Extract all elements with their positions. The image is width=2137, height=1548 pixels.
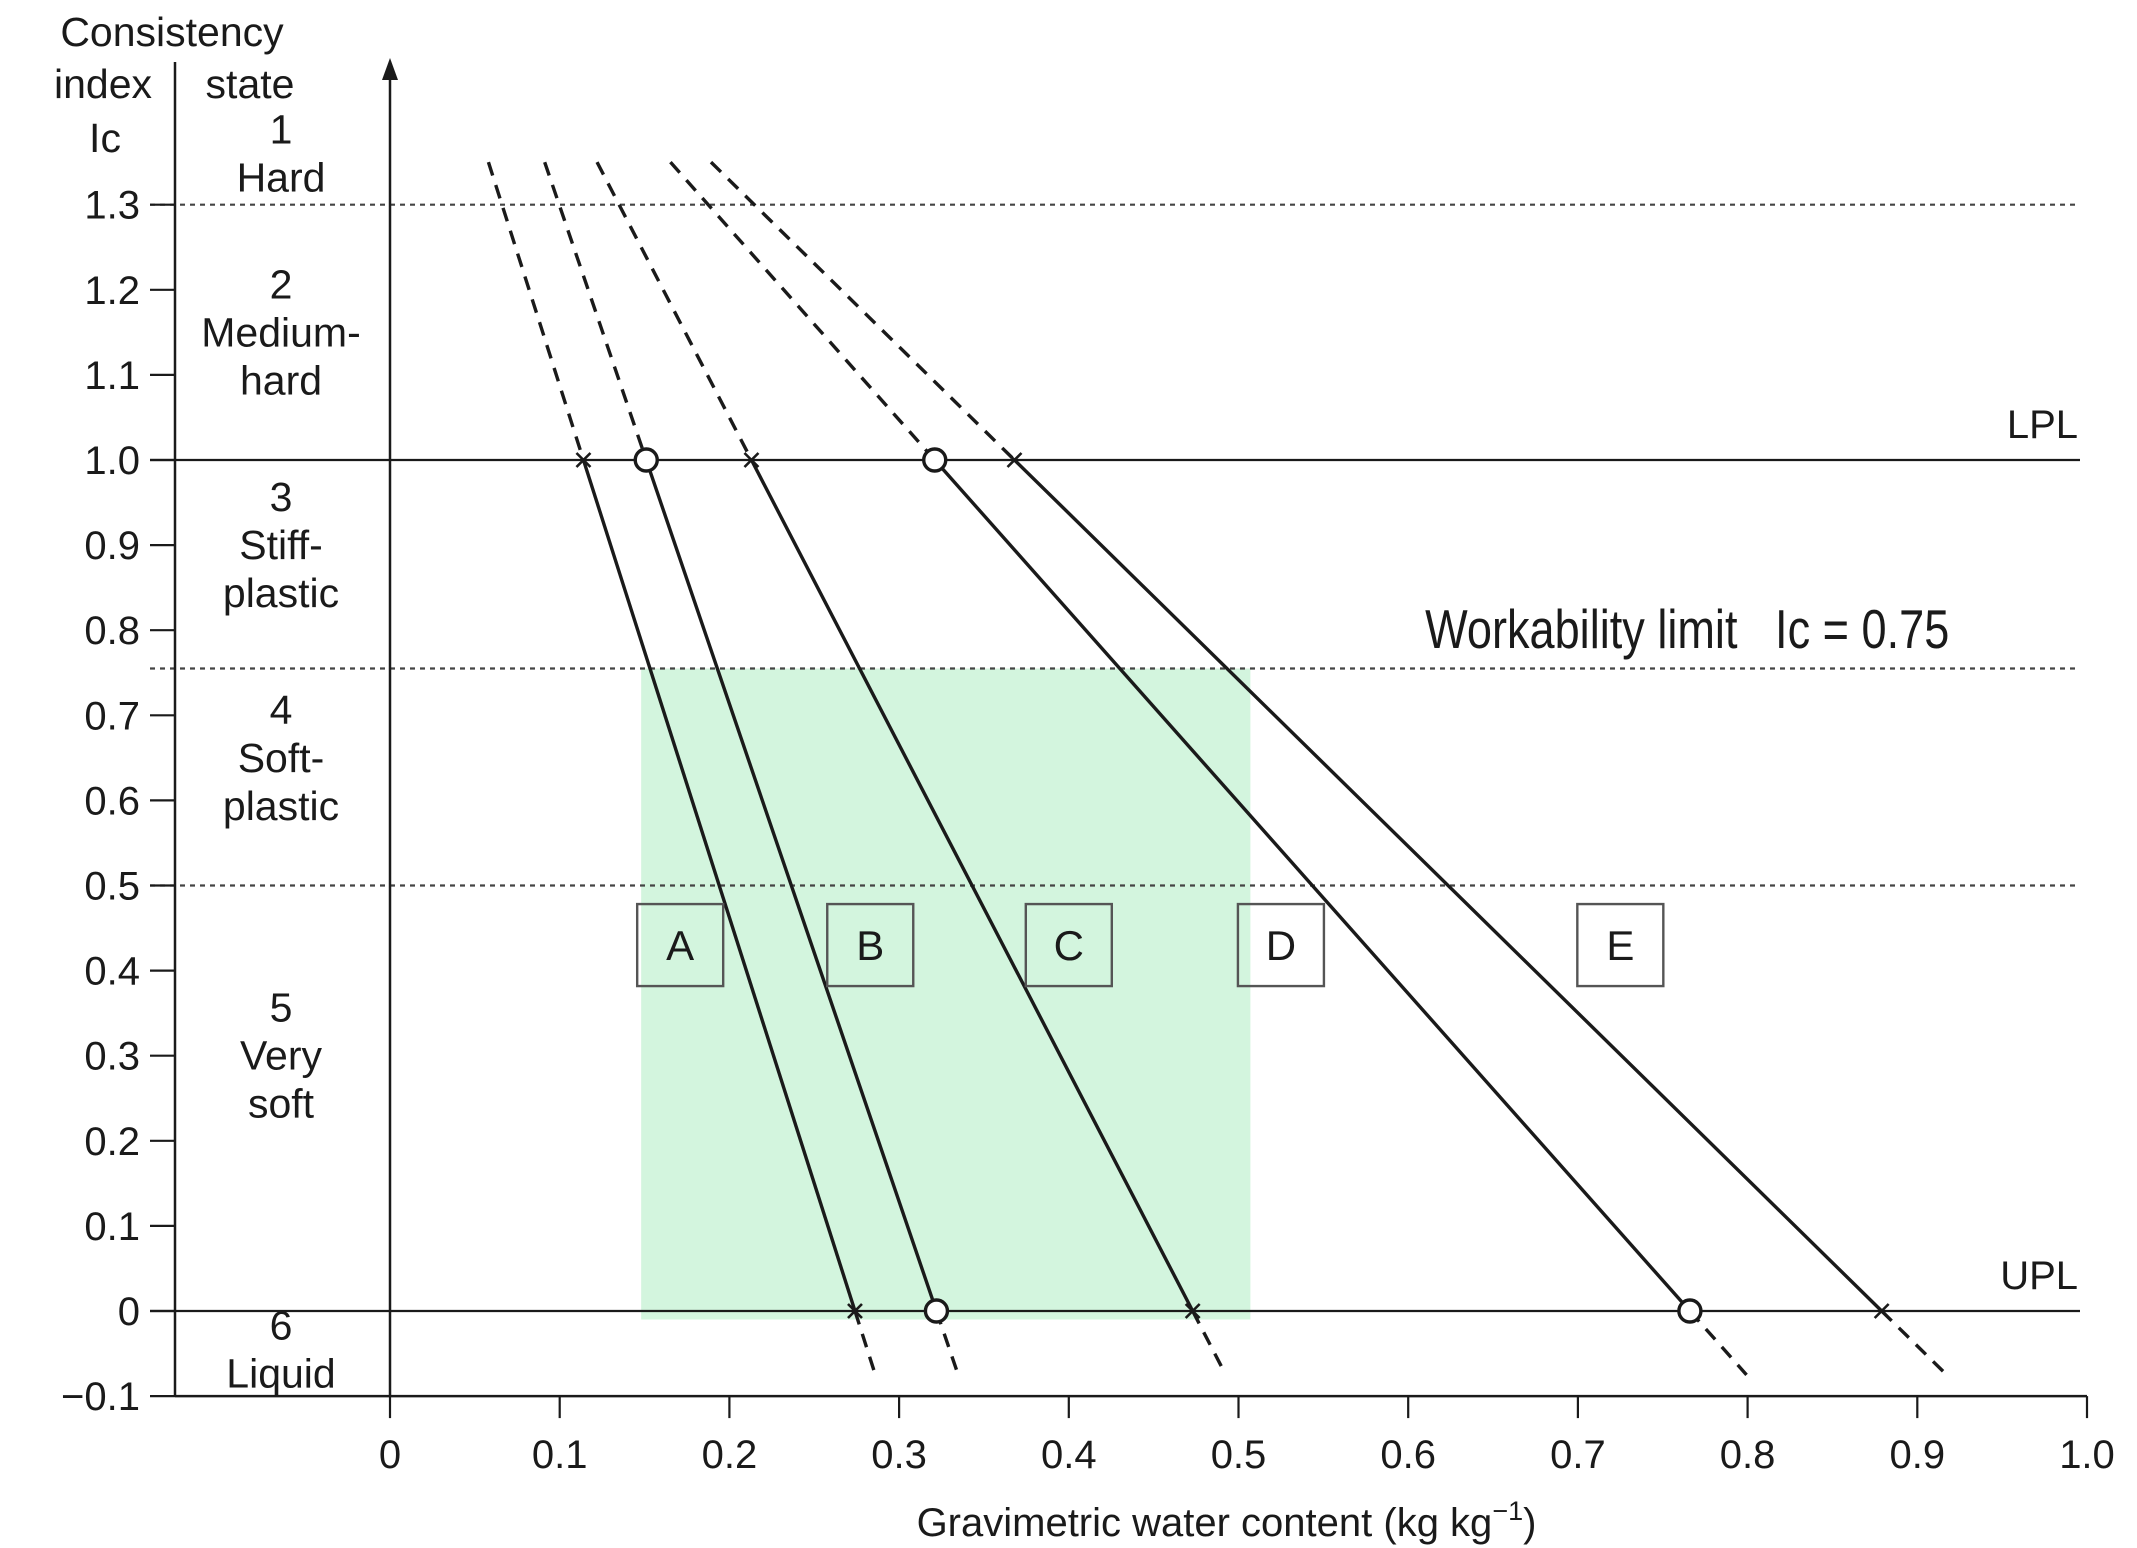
series-extension-upper-B [543,161,648,461]
state-label: plastic [223,570,339,616]
marker-x-C [743,452,760,468]
y-tick-label: 1.1 [84,354,140,398]
y-tick-label: 0.3 [84,1035,140,1079]
state-label: soft [248,1081,315,1127]
x-tick-label: 0.6 [1380,1433,1436,1477]
header-label: index [54,61,153,107]
state-label: Very [240,1033,323,1079]
series-label: A [666,922,694,969]
series-label: B [856,922,884,969]
series-box-frame [635,902,725,988]
x-tick-label: 0 [379,1433,401,1477]
series-box-B: B [826,902,915,988]
header-label: Consistency [60,9,284,55]
header-label: Ic [89,115,121,161]
state-label: 4 [270,687,293,733]
y-tick-label: 0.1 [84,1205,140,1249]
state-label: Stiff- [239,522,323,568]
x-tick-label: 0.1 [532,1433,588,1477]
y-tick-label: 0.4 [84,950,140,994]
y-tick-label: 0.8 [84,609,140,653]
marker-x-A [575,452,592,468]
series-box-A: A [635,902,725,988]
axis-arrow-icon [382,58,398,80]
workability-limit-label: Workability limit Ic = 0.75 [1425,598,1949,660]
state-label: 5 [270,985,293,1031]
reference-lines-layer [150,203,2080,1313]
state-label: 6 [270,1302,293,1348]
series-box-E: E [1576,902,1665,988]
series-extension-upper-A [486,161,586,461]
y-tick-label: 1.2 [84,269,140,313]
marker-x-E [1873,1303,1890,1319]
series-extension-lower-E [1880,1309,1948,1377]
state-label: Medium- [201,309,360,355]
x-tick-label: 0.7 [1550,1433,1606,1477]
x-axis-title: Gravimetric water content (kg kg−1) [917,1496,1537,1545]
reference-line-label: UPL [2000,1254,2078,1298]
x-tick-label: 0.5 [1211,1433,1267,1477]
header-label: state [206,61,295,107]
series-line-B [644,459,939,1312]
x-tick-label: 0.4 [1041,1433,1097,1477]
state-label: Soft- [238,735,325,781]
series-box-D: D [1236,902,1326,988]
state-label: hard [240,357,322,403]
series-extension-lower-D [1688,1309,1748,1376]
marker-circle-D [922,447,948,473]
marker-x-A [847,1303,863,1319]
series-box-frame [1024,902,1114,988]
state-label: Hard [237,155,326,201]
marker-circle-D [1677,1298,1703,1324]
y-tick-label: 0.6 [84,779,140,823]
x-tick-label: 0.8 [1720,1433,1776,1477]
marker-circle-B [923,1298,950,1324]
y-tick-label: 0.5 [84,865,140,909]
series-label: D [1266,922,1296,969]
state-label: plastic [223,783,339,829]
state-label: 2 [270,261,293,307]
y-tick-label: 0.2 [84,1120,140,1164]
series-extension-lower-A [853,1310,877,1376]
axes-layer [150,58,2089,1419]
workability-region-layer [641,668,1251,1320]
series-box-frame [1236,902,1326,988]
series-box-frame [1576,902,1665,988]
markers-layer [575,447,1890,1324]
series-label: C [1054,922,1084,969]
series-line-D [933,458,1692,1313]
y-tick-label: 1.0 [84,439,140,483]
marker-x-C [1184,1303,1201,1319]
state-label: 1 [270,107,293,153]
series-extension-upper-C [595,161,753,461]
y-tick-label: −0.1 [61,1375,140,1419]
series-label: E [1606,922,1634,969]
x-tick-label: 1.0 [2059,1433,2115,1477]
series-box-frame [826,902,915,988]
series-extension-upper-D [669,161,937,462]
marker-x-E [1006,452,1023,468]
y-tick-label: 1.3 [84,184,140,228]
series-line-A [581,459,857,1312]
reference-line-label: LPL [2007,403,2078,447]
series-line-C [749,459,1195,1312]
workability-region [641,668,1251,1320]
y-tick-label: 0.9 [84,524,140,568]
state-label: 3 [270,474,293,520]
y-tick-label: 0 [118,1290,140,1334]
y-tick-label: 0.7 [84,694,140,738]
series-line-E [1013,458,1883,1313]
x-tick-label: 0.9 [1889,1433,1945,1477]
x-tick-label: 0.3 [871,1433,927,1477]
state-label: Liquid [226,1350,335,1396]
marker-circle-B [633,447,659,473]
x-tick-label: 0.2 [702,1433,758,1477]
labels-layer: LPL UPL 1.3 1.2 1.1 1.0 0.9 0.8 0.7 0.6 0.5 0.4 0.3 0… [54,9,2115,1545]
series-layer [486,160,1948,1377]
series-extension-lower-C [1191,1310,1228,1376]
series-box-C: C [1024,902,1114,988]
series-extension-upper-E [709,160,1016,462]
